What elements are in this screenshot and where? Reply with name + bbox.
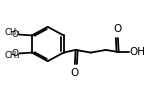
Text: OH: OH [130,47,146,57]
Text: O: O [71,68,79,78]
Text: CH₃: CH₃ [4,51,20,60]
Text: CH₃: CH₃ [4,28,20,37]
Text: O: O [114,24,122,34]
Text: O: O [12,49,19,58]
Text: O: O [12,30,19,39]
